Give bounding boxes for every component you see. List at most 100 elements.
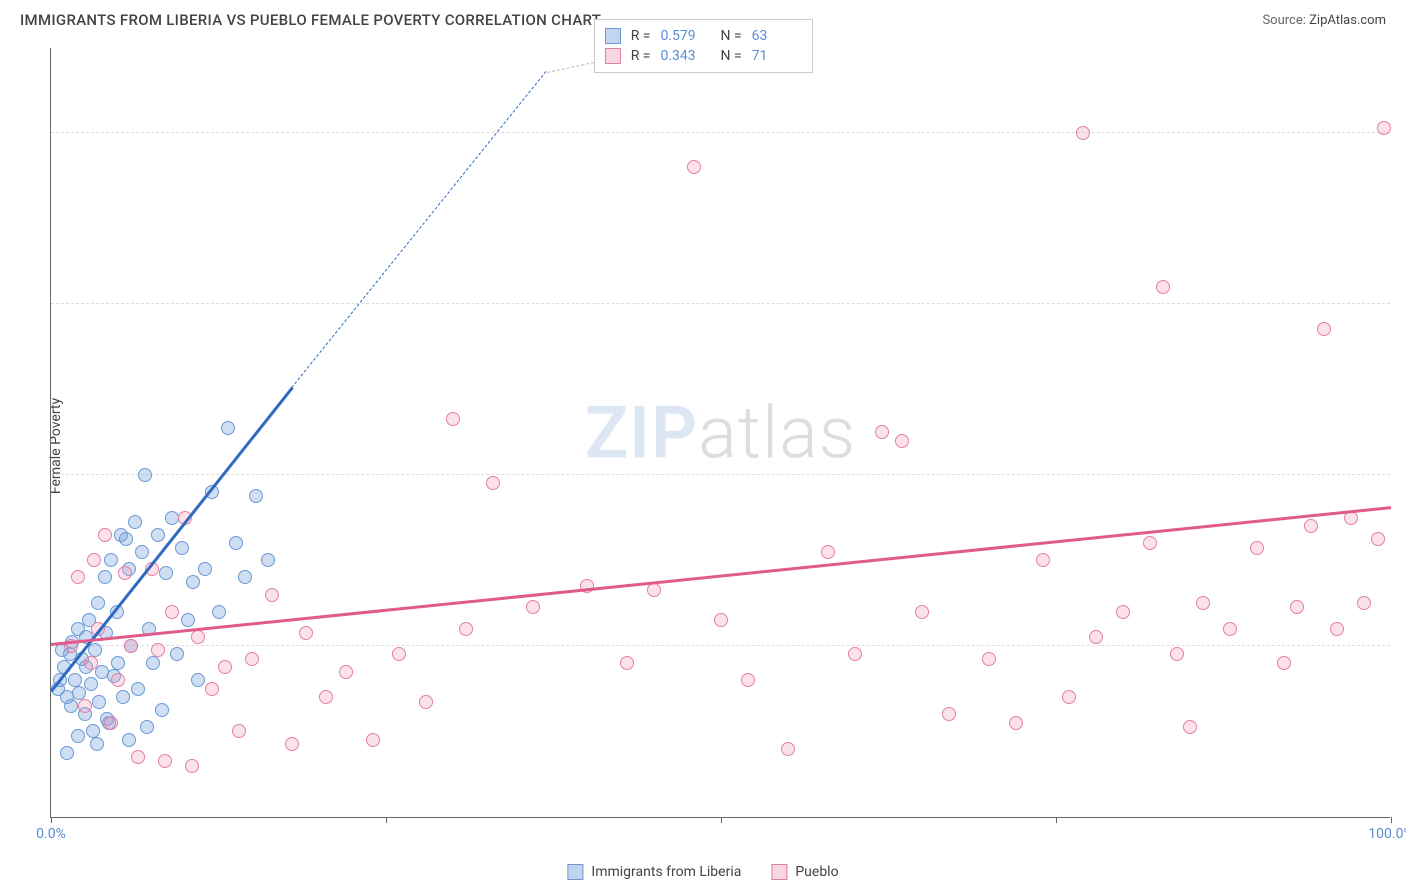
data-point <box>299 626 313 640</box>
legend-label: Pueblo <box>795 864 838 880</box>
source-label: Source: <box>1262 13 1305 28</box>
data-point <box>1076 126 1090 140</box>
data-point <box>1357 596 1371 610</box>
data-point <box>111 656 125 670</box>
data-point <box>895 434 909 448</box>
data-point <box>526 600 540 614</box>
data-point <box>459 622 473 636</box>
data-point <box>741 673 755 687</box>
x-tick-mark <box>1391 817 1392 823</box>
legend-label: Immigrants from Liberia <box>591 864 741 880</box>
trend-line-dashed <box>291 71 547 389</box>
data-point <box>90 737 104 751</box>
data-point <box>245 652 259 666</box>
data-point <box>84 656 98 670</box>
legend-swatch <box>567 864 583 880</box>
data-point <box>151 643 165 657</box>
data-point <box>285 737 299 751</box>
data-point <box>131 682 145 696</box>
x-tick-mark <box>721 817 722 823</box>
watermark: ZIPatlas <box>585 390 857 475</box>
gridline-horizontal <box>51 645 1390 646</box>
data-point <box>1250 541 1264 555</box>
gridline-horizontal <box>51 132 1390 133</box>
data-point <box>131 750 145 764</box>
data-point <box>221 421 235 435</box>
data-point <box>915 605 929 619</box>
trend-line <box>50 387 293 692</box>
data-point <box>848 647 862 661</box>
data-point <box>191 630 205 644</box>
data-point <box>159 566 173 580</box>
data-point <box>71 570 85 584</box>
data-point <box>1170 647 1184 661</box>
n-label: N = <box>720 48 741 64</box>
data-point <box>104 553 118 567</box>
watermark-bold: ZIP <box>585 390 698 475</box>
data-point <box>781 742 795 756</box>
chart-container: IMMIGRANTS FROM LIBERIA VS PUEBLO FEMALE… <box>0 0 1406 892</box>
data-point <box>319 690 333 704</box>
data-point <box>687 160 701 174</box>
data-point <box>212 605 226 619</box>
data-point <box>122 733 136 747</box>
data-point <box>339 665 353 679</box>
data-point <box>229 536 243 550</box>
data-point <box>165 605 179 619</box>
data-point <box>111 673 125 687</box>
data-point <box>151 528 165 542</box>
stat-row: R =0.343N =71 <box>605 46 802 66</box>
legend: Immigrants from Liberia Pueblo <box>567 864 838 880</box>
data-point <box>218 660 232 674</box>
n-value: 71 <box>752 48 802 64</box>
data-point <box>91 596 105 610</box>
data-point <box>1156 280 1170 294</box>
data-point <box>185 759 199 773</box>
x-tick-mark <box>51 817 52 823</box>
series-swatch <box>605 48 621 64</box>
source-attribution: Source: ZipAtlas.com <box>1262 13 1386 28</box>
data-point <box>265 588 279 602</box>
r-label: R = <box>631 48 651 64</box>
x-tick-mark <box>1056 817 1057 823</box>
data-point <box>1223 622 1237 636</box>
data-point <box>942 707 956 721</box>
data-point <box>119 532 133 546</box>
data-point <box>714 613 728 627</box>
data-point <box>1009 716 1023 730</box>
data-point <box>875 425 889 439</box>
gridline-horizontal <box>51 474 1390 475</box>
n-label: N = <box>720 28 741 44</box>
data-point <box>821 545 835 559</box>
data-point <box>118 566 132 580</box>
data-point <box>392 647 406 661</box>
data-point <box>238 570 252 584</box>
data-point <box>186 575 200 589</box>
chart-title: IMMIGRANTS FROM LIBERIA VS PUEBLO FEMALE… <box>20 11 601 29</box>
data-point <box>1089 630 1103 644</box>
data-point <box>84 677 98 691</box>
data-point <box>620 656 634 670</box>
data-point <box>1143 536 1157 550</box>
series-swatch <box>605 28 621 44</box>
data-point <box>1116 605 1130 619</box>
data-point <box>71 729 85 743</box>
data-point <box>249 489 263 503</box>
source-value: ZipAtlas.com <box>1309 13 1386 28</box>
data-point <box>1304 519 1318 533</box>
data-point <box>87 553 101 567</box>
data-point <box>1036 553 1050 567</box>
data-point <box>175 541 189 555</box>
data-point <box>158 754 172 768</box>
data-point <box>124 639 138 653</box>
data-point <box>1277 656 1291 670</box>
n-value: 63 <box>752 28 802 44</box>
data-point <box>232 724 246 738</box>
data-point <box>64 699 78 713</box>
legend-swatch <box>771 864 787 880</box>
stat-row: R =0.579N =63 <box>605 26 802 46</box>
data-point <box>135 545 149 559</box>
data-point <box>1290 600 1304 614</box>
watermark-light: atlas <box>698 390 856 475</box>
data-point <box>1317 322 1331 336</box>
